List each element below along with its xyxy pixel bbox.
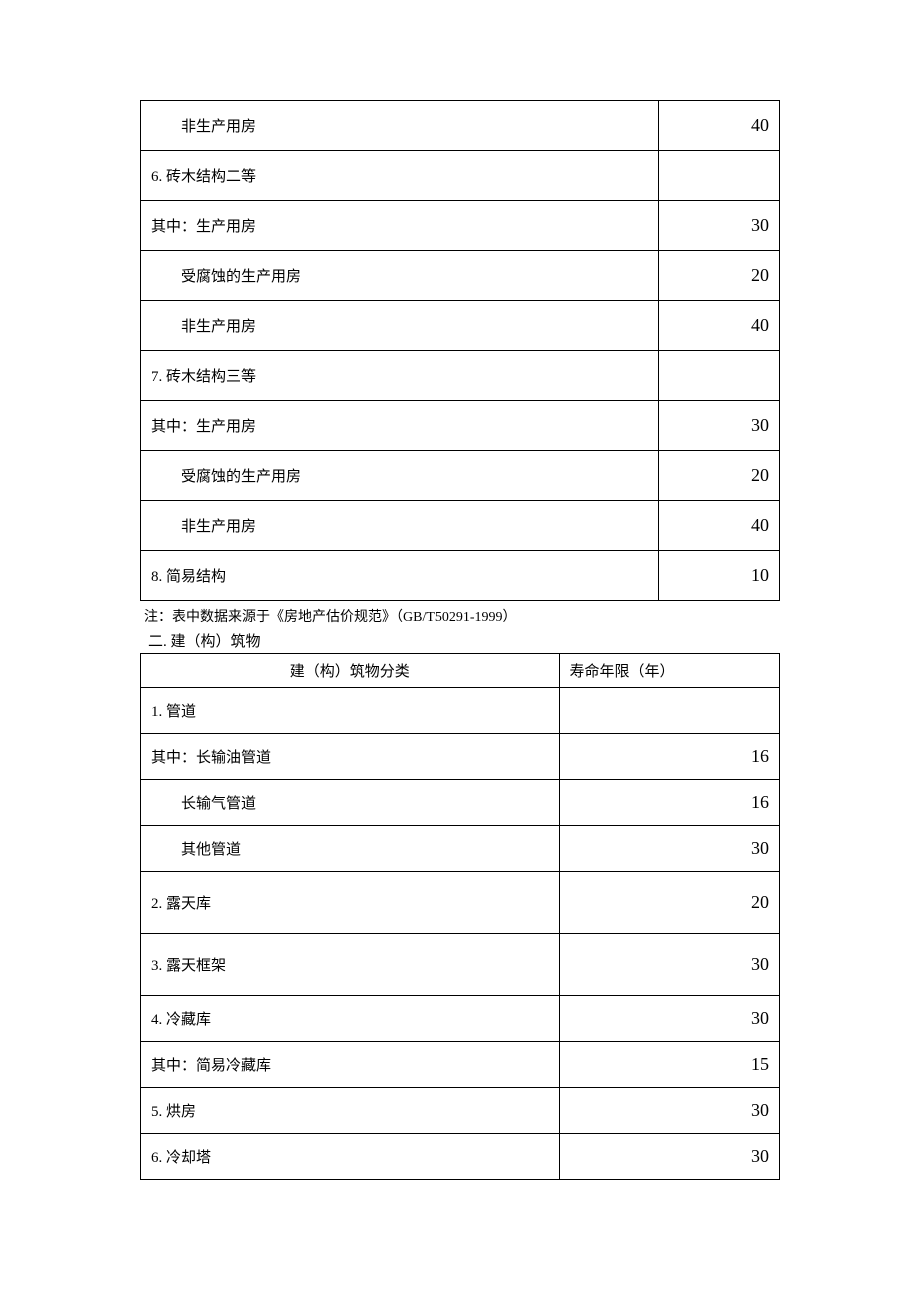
table-row: 其中：简易冷藏库15 xyxy=(141,1042,780,1088)
table-row: 受腐蚀的生产用房20 xyxy=(141,251,780,301)
table-row: 4. 冷藏库30 xyxy=(141,996,780,1042)
row-value: 16 xyxy=(559,734,779,780)
table-row: 非生产用房40 xyxy=(141,301,780,351)
row-value: 30 xyxy=(559,996,779,1042)
table-row: 其中：生产用房30 xyxy=(141,401,780,451)
table-row: 非生产用房40 xyxy=(141,101,780,151)
table-row: 6. 砖木结构二等 xyxy=(141,151,780,201)
row-label: 8. 简易结构 xyxy=(141,551,659,601)
row-value: 40 xyxy=(658,501,779,551)
row-label: 非生产用房 xyxy=(141,501,659,551)
table1-body: 非生产用房406. 砖木结构二等其中：生产用房30受腐蚀的生产用房20非生产用房… xyxy=(141,101,780,601)
table2-header-col1: 建（构）筑物分类 xyxy=(141,654,560,688)
row-value: 20 xyxy=(658,251,779,301)
row-value: 10 xyxy=(658,551,779,601)
row-value xyxy=(559,688,779,734)
table-row: 8. 简易结构10 xyxy=(141,551,780,601)
row-label: 6. 砖木结构二等 xyxy=(141,151,659,201)
row-label: 6. 冷却塔 xyxy=(141,1134,560,1180)
row-value: 30 xyxy=(559,826,779,872)
table2-header-row: 建（构）筑物分类 寿命年限（年） xyxy=(141,654,780,688)
row-label: 5. 烘房 xyxy=(141,1088,560,1134)
table-row: 7. 砖木结构三等 xyxy=(141,351,780,401)
row-label: 其中：长输油管道 xyxy=(141,734,560,780)
row-label: 其他管道 xyxy=(141,826,560,872)
row-value: 30 xyxy=(559,934,779,996)
row-label: 其中：生产用房 xyxy=(141,201,659,251)
table-row: 其中：长输油管道16 xyxy=(141,734,780,780)
table-row: 5. 烘房30 xyxy=(141,1088,780,1134)
row-value: 40 xyxy=(658,101,779,151)
row-value xyxy=(658,351,779,401)
table-row: 受腐蚀的生产用房20 xyxy=(141,451,780,501)
row-label: 受腐蚀的生产用房 xyxy=(141,251,659,301)
table2-body: 建（构）筑物分类 寿命年限（年） 1. 管道其中：长输油管道16长输气管道16其… xyxy=(141,654,780,1180)
row-label: 7. 砖木结构三等 xyxy=(141,351,659,401)
row-value: 20 xyxy=(658,451,779,501)
row-value: 30 xyxy=(658,401,779,451)
row-value: 20 xyxy=(559,872,779,934)
table2-header-col2: 寿命年限（年） xyxy=(559,654,779,688)
table-row: 1. 管道 xyxy=(141,688,780,734)
table-row: 其中：生产用房30 xyxy=(141,201,780,251)
table-row: 6. 冷却塔30 xyxy=(141,1134,780,1180)
row-value: 15 xyxy=(559,1042,779,1088)
section-heading: 二. 建（构）筑物 xyxy=(140,630,780,653)
table-row: 3. 露天框架30 xyxy=(141,934,780,996)
row-value: 40 xyxy=(658,301,779,351)
row-value: 16 xyxy=(559,780,779,826)
row-value: 30 xyxy=(559,1088,779,1134)
row-value: 30 xyxy=(559,1134,779,1180)
building-structure-table: 非生产用房406. 砖木结构二等其中：生产用房30受腐蚀的生产用房20非生产用房… xyxy=(140,100,780,601)
row-label: 受腐蚀的生产用房 xyxy=(141,451,659,501)
row-label: 1. 管道 xyxy=(141,688,560,734)
row-label: 非生产用房 xyxy=(141,101,659,151)
row-value xyxy=(658,151,779,201)
table-row: 2. 露天库20 xyxy=(141,872,780,934)
row-label: 其中：生产用房 xyxy=(141,401,659,451)
table-row: 其他管道30 xyxy=(141,826,780,872)
table-row: 长输气管道16 xyxy=(141,780,780,826)
footnote: 注：表中数据来源于《房地产估价规范》（GB/T50291-1999） xyxy=(140,605,780,630)
row-label: 长输气管道 xyxy=(141,780,560,826)
table-row: 非生产用房40 xyxy=(141,501,780,551)
row-label: 3. 露天框架 xyxy=(141,934,560,996)
row-label: 4. 冷藏库 xyxy=(141,996,560,1042)
structure-lifespan-table: 建（构）筑物分类 寿命年限（年） 1. 管道其中：长输油管道16长输气管道16其… xyxy=(140,653,780,1180)
row-value: 30 xyxy=(658,201,779,251)
row-label: 非生产用房 xyxy=(141,301,659,351)
row-label: 2. 露天库 xyxy=(141,872,560,934)
row-label: 其中：简易冷藏库 xyxy=(141,1042,560,1088)
